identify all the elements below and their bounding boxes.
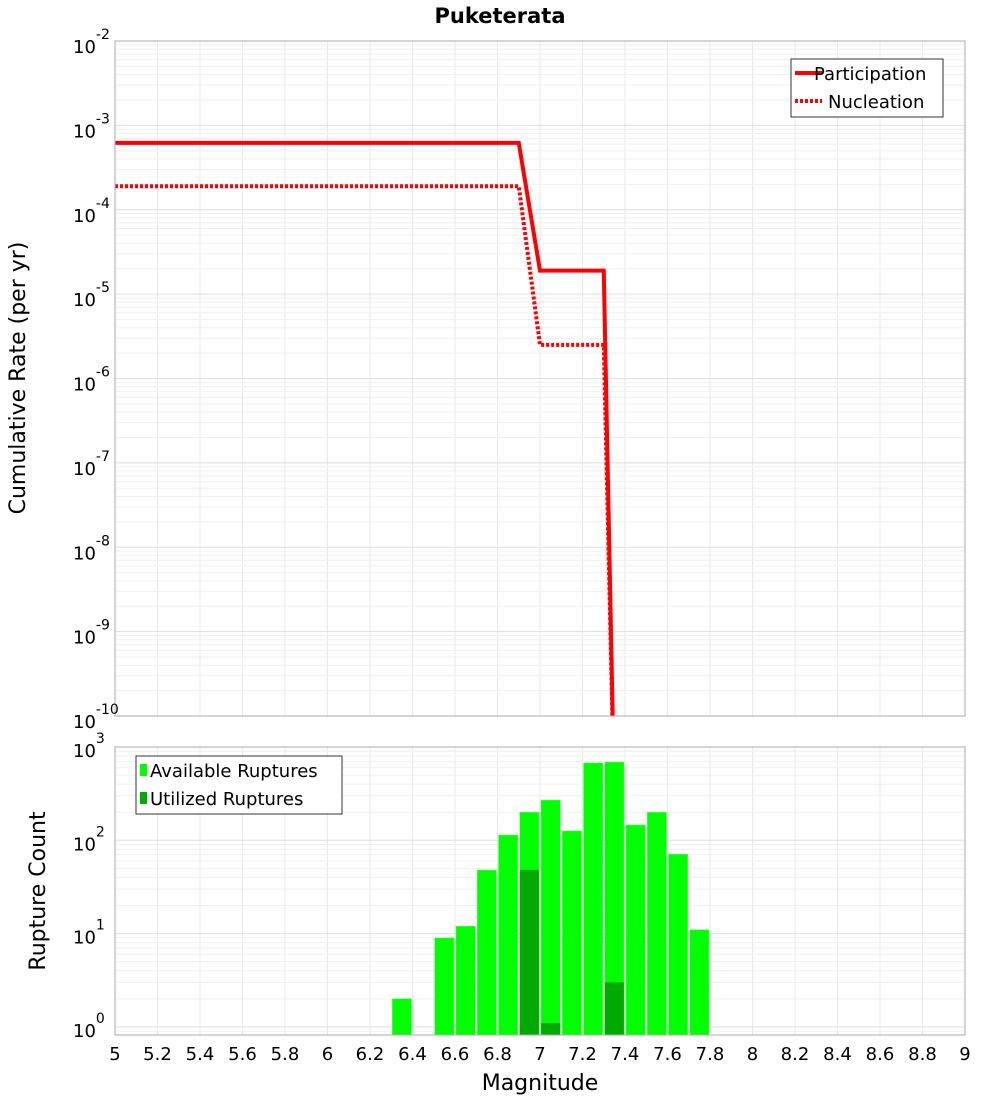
x-tick-label: 8.4	[823, 1044, 852, 1065]
nucleation-line	[115, 184, 615, 716]
top-plot-frame	[114, 40, 966, 717]
ticks: 10-2 10-3 10-4 10-5 10-6 10-7 10-8 10-9 10-10103…	[73, 27, 971, 1065]
x-tick-label: 6.6	[441, 1044, 470, 1065]
x-tick-label: 7.6	[653, 1044, 682, 1065]
y-tick-label: 103	[73, 731, 105, 762]
x-tick-label: 6	[322, 1044, 333, 1065]
top-legend: Participation Nucleation	[790, 58, 944, 118]
utilized-bar	[540, 1022, 561, 1036]
x-tick-label: 8.2	[781, 1044, 810, 1065]
x-tick-label: 9	[959, 1044, 970, 1065]
participation-line	[115, 140, 615, 716]
y-tick-label: 100	[73, 1011, 105, 1042]
y-tick-label: 102	[73, 824, 105, 855]
x-tick-label: 5.6	[228, 1044, 257, 1065]
x-tick-label: 7.2	[568, 1044, 597, 1065]
bottom-grid	[114, 747, 966, 1035]
y-tick-label: 10-7	[73, 449, 110, 480]
x-tick-label: 6.8	[483, 1044, 512, 1065]
available-bar	[540, 799, 561, 1036]
top-grid	[114, 41, 966, 717]
legend-available: Available Ruptures	[150, 761, 318, 782]
x-tick-label: 6.4	[398, 1044, 427, 1065]
legend-utilized-swatch	[140, 792, 147, 804]
y-tick-label: 101	[73, 918, 105, 949]
bars	[392, 761, 710, 1036]
lines	[115, 140, 615, 716]
x-tick-label: 7.4	[611, 1044, 640, 1065]
utilized-bar	[519, 869, 540, 1036]
available-bar	[647, 811, 667, 1036]
legend-available-swatch	[140, 764, 147, 776]
available-bar	[455, 925, 476, 1036]
legend-participation: Participation	[814, 64, 926, 85]
x-tick-label: 5.2	[143, 1044, 172, 1065]
available-bar	[625, 824, 646, 1036]
available-bar	[583, 762, 603, 1036]
x-tick-label: 5	[109, 1044, 120, 1065]
y-tick-label: 10-3	[73, 111, 110, 142]
available-bar	[689, 929, 710, 1036]
y-tick-label: 10-6	[73, 365, 110, 396]
y-tick-label: 10-9	[73, 618, 110, 649]
y-tick-label: 10-5	[73, 280, 110, 311]
y-tick-label: 10-2	[73, 27, 110, 58]
x-tick-label: 8.8	[908, 1044, 937, 1065]
x-tick-label: 8	[747, 1044, 758, 1065]
x-axis-label: Magnitude	[482, 1071, 599, 1096]
x-tick-label: 7.8	[696, 1044, 725, 1065]
available-bar	[392, 998, 412, 1036]
y-tick-label: 10-4	[73, 196, 110, 227]
chart-title: Puketerata	[434, 4, 565, 28]
bottom-legend: Available Ruptures Utilized Ruptures	[135, 755, 343, 815]
available-bar	[498, 834, 518, 1036]
x-tick-label: 6.2	[356, 1044, 385, 1065]
bottom-plot-frame	[114, 746, 966, 1036]
legend-utilized: Utilized Ruptures	[150, 789, 303, 810]
top-y-axis-label: Cumulative Rate (per yr)	[6, 242, 31, 515]
available-bar	[434, 937, 455, 1036]
available-bar	[668, 853, 688, 1036]
x-tick-label: 7	[534, 1044, 545, 1065]
available-bar	[562, 830, 582, 1036]
available-bar	[477, 869, 497, 1036]
x-tick-label: 5.8	[271, 1044, 300, 1065]
bottom-y-axis-label: Rupture Count	[26, 811, 51, 971]
x-tick-label: 8.6	[866, 1044, 895, 1065]
y-tick-label: 10-8	[73, 533, 110, 564]
x-tick-label: 5.4	[186, 1044, 215, 1065]
legend-nucleation: Nucleation	[828, 92, 924, 113]
y-tick-label: 10-10	[73, 702, 119, 733]
utilized-bar	[604, 982, 625, 1036]
